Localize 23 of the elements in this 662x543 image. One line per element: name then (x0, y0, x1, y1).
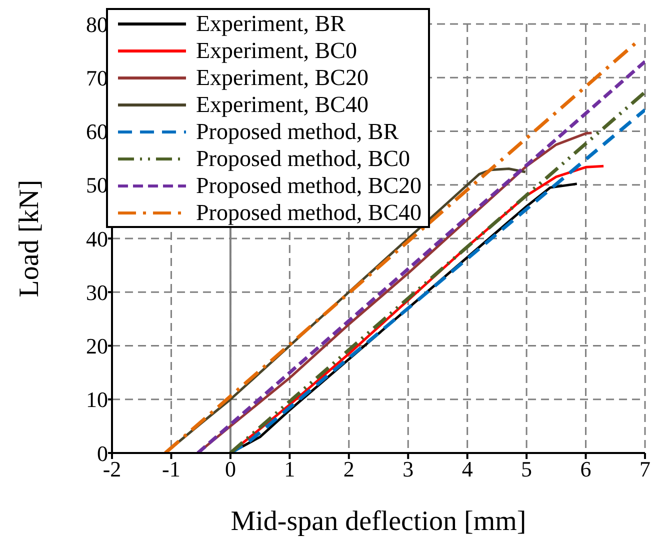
legend-label: Proposed method, BC0 (196, 145, 410, 172)
legend-label: Proposed method, BR (196, 118, 399, 145)
y-tick-label: 30 (86, 280, 108, 305)
x-tick-label: 2 (343, 456, 354, 482)
x-tick-label: 3 (402, 456, 414, 482)
legend-label: Experiment, BC40 (196, 91, 368, 118)
x-tick-label: 7 (640, 456, 650, 482)
legend-label: Experiment, BC0 (196, 37, 357, 64)
y-tick-label: 10 (86, 387, 108, 412)
legend-label: Proposed method, BC20 (196, 172, 422, 199)
x-tick-label: -1 (162, 456, 180, 482)
y-tick-label: 20 (86, 334, 108, 359)
y-tick-label: 40 (86, 226, 108, 252)
x-tick-label: 0 (224, 456, 236, 482)
x-tick-label: 4 (462, 456, 473, 482)
legend-label: Proposed method, BC40 (196, 199, 422, 226)
legend-label: Experiment, BC20 (196, 64, 368, 91)
x-tick-label: 5 (521, 456, 532, 482)
x-axis-title: Mid-span deflection [mm] (230, 506, 526, 537)
legend-label: Experiment, BR (196, 10, 346, 37)
x-tick-label: 6 (580, 456, 592, 482)
y-axis-title: Load [kN] (14, 180, 45, 298)
x-tick-label: 1 (284, 456, 296, 482)
